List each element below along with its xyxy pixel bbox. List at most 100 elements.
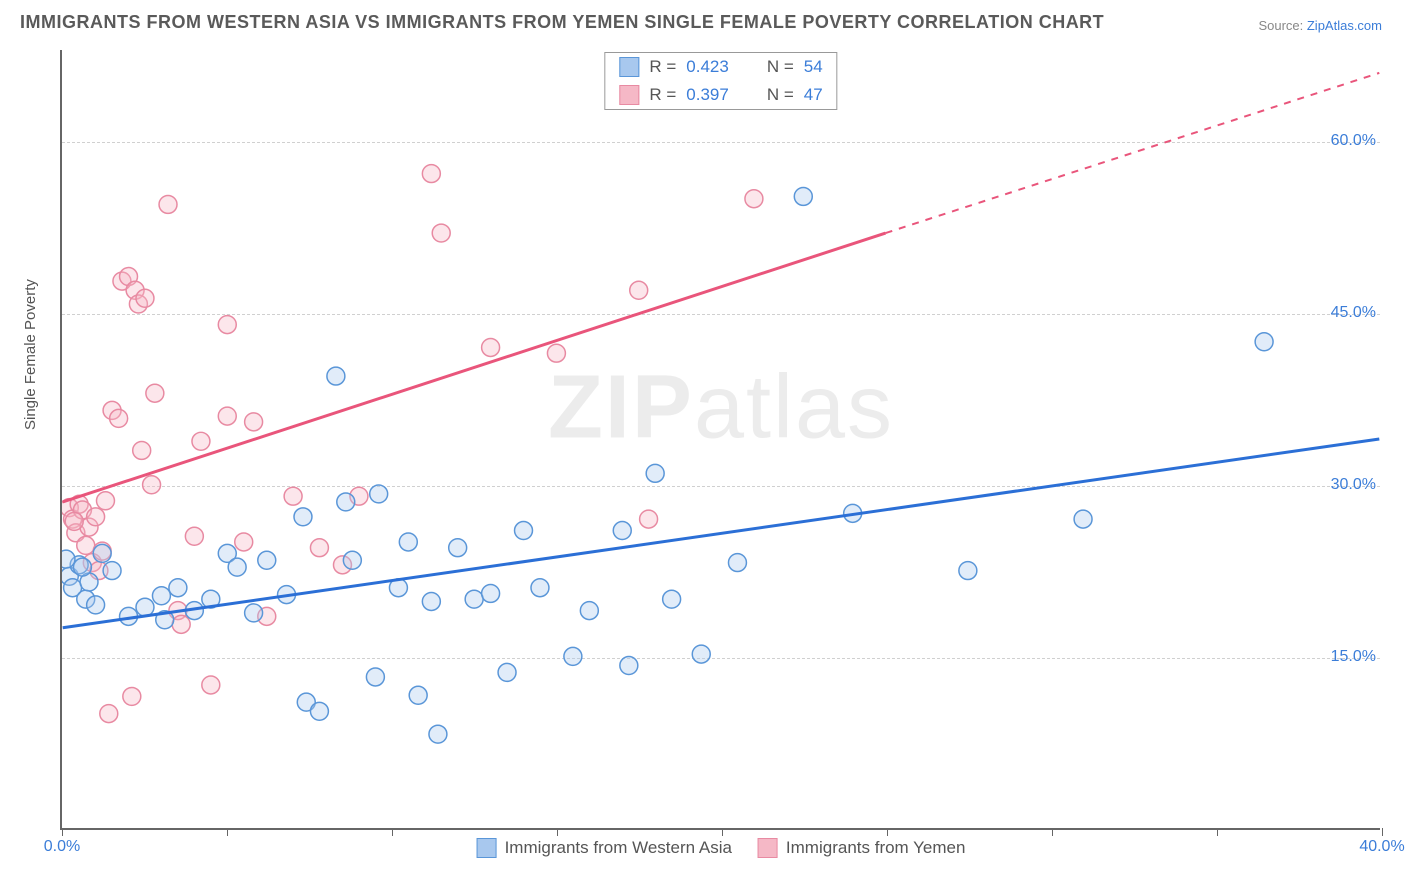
data-point: [192, 432, 210, 450]
plot-area: ZIPatlas R = 0.423 N = 54 R = 0.397 N = …: [60, 50, 1380, 830]
data-point: [235, 533, 253, 551]
legend-row-pink: R = 0.397 N = 47: [605, 81, 836, 109]
data-point: [110, 409, 128, 427]
correlation-legend: R = 0.423 N = 54 R = 0.397 N = 47: [604, 52, 837, 110]
data-point: [640, 510, 658, 528]
x-tick: [557, 828, 558, 836]
data-point: [87, 596, 105, 614]
swatch-pink-bottom-icon: [758, 838, 778, 858]
data-point: [93, 544, 111, 562]
data-point: [136, 289, 154, 307]
data-point: [152, 587, 170, 605]
swatch-pink-icon: [619, 85, 639, 105]
source-label: Source:: [1258, 18, 1306, 33]
r-label-blue: R =: [649, 57, 676, 77]
data-point: [337, 493, 355, 511]
data-point: [258, 551, 276, 569]
data-point: [343, 551, 361, 569]
swatch-blue-bottom-icon: [477, 838, 497, 858]
source-attribution: Source: ZipAtlas.com: [1258, 18, 1382, 33]
data-point: [218, 316, 236, 334]
r-label-pink: R =: [649, 85, 676, 105]
data-point: [100, 705, 118, 723]
x-tick: [1382, 828, 1383, 836]
data-point: [245, 604, 263, 622]
chart-svg: [62, 50, 1380, 828]
data-point: [143, 476, 161, 494]
trend-line: [63, 233, 886, 502]
data-point: [794, 187, 812, 205]
x-tick: [392, 828, 393, 836]
data-point: [327, 367, 345, 385]
data-point: [515, 522, 533, 540]
source-link[interactable]: ZipAtlas.com: [1307, 18, 1382, 33]
data-point: [692, 645, 710, 663]
data-point: [728, 554, 746, 572]
data-point: [245, 413, 263, 431]
data-point: [65, 512, 83, 530]
data-point: [310, 702, 328, 720]
data-point: [228, 558, 246, 576]
data-point: [77, 536, 95, 554]
r-value-pink: 0.397: [686, 85, 729, 105]
x-tick: [722, 828, 723, 836]
series-legend: Immigrants from Western Asia Immigrants …: [477, 838, 966, 858]
data-point: [159, 195, 177, 213]
legend-item-pink: Immigrants from Yemen: [758, 838, 966, 858]
data-point: [169, 579, 187, 597]
data-point: [564, 647, 582, 665]
legend-label-pink: Immigrants from Yemen: [786, 838, 966, 858]
trend-line: [886, 73, 1380, 233]
data-point: [531, 579, 549, 597]
r-value-blue: 0.423: [686, 57, 729, 77]
data-point: [1255, 333, 1273, 351]
data-point: [620, 657, 638, 675]
n-label-blue: N =: [767, 57, 794, 77]
trend-line: [63, 439, 1380, 628]
data-point: [366, 668, 384, 686]
data-point: [103, 562, 121, 580]
data-point: [1074, 510, 1092, 528]
data-point: [133, 441, 151, 459]
x-tick-label: 0.0%: [44, 838, 80, 856]
data-point: [310, 539, 328, 557]
data-point: [409, 686, 427, 704]
data-point: [73, 558, 91, 576]
x-tick: [62, 828, 63, 836]
n-label-pink: N =: [767, 85, 794, 105]
data-point: [482, 584, 500, 602]
swatch-blue-icon: [619, 57, 639, 77]
data-point: [959, 562, 977, 580]
data-point: [663, 590, 681, 608]
x-tick: [887, 828, 888, 836]
data-point: [498, 663, 516, 681]
n-value-blue: 54: [804, 57, 823, 77]
data-point: [172, 615, 190, 633]
data-point: [370, 485, 388, 503]
data-point: [580, 602, 598, 620]
y-axis-label: Single Female Poverty: [22, 279, 39, 430]
n-value-pink: 47: [804, 85, 823, 105]
data-point: [185, 527, 203, 545]
chart-title: IMMIGRANTS FROM WESTERN ASIA VS IMMIGRAN…: [20, 12, 1104, 33]
data-point: [630, 281, 648, 299]
data-point: [422, 592, 440, 610]
data-point: [294, 508, 312, 526]
data-point: [202, 676, 220, 694]
data-point: [465, 590, 483, 608]
data-point: [745, 190, 763, 208]
x-tick: [227, 828, 228, 836]
data-point: [432, 224, 450, 242]
data-point: [146, 384, 164, 402]
data-point: [284, 487, 302, 505]
data-point: [218, 407, 236, 425]
data-point: [449, 539, 467, 557]
data-point: [136, 598, 154, 616]
data-point: [646, 464, 664, 482]
data-point: [87, 508, 105, 526]
x-tick-label: 40.0%: [1359, 838, 1404, 856]
data-point: [123, 687, 141, 705]
x-tick: [1052, 828, 1053, 836]
data-point: [613, 522, 631, 540]
x-tick: [1217, 828, 1218, 836]
